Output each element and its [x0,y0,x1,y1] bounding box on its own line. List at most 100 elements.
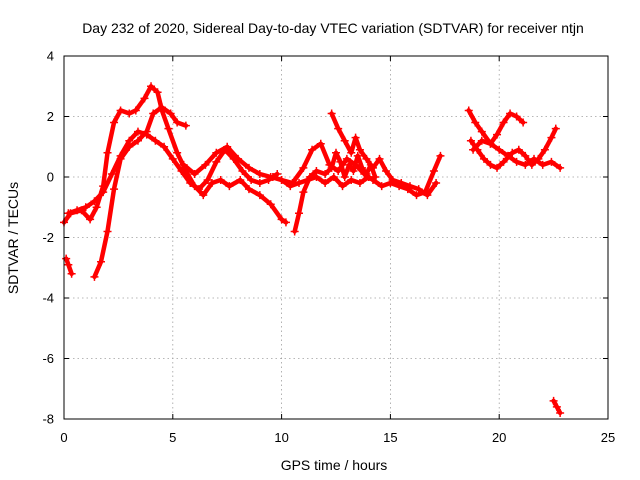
data-point-marker [244,163,253,172]
data-point-marker [90,272,99,281]
data-point-marker [86,215,95,224]
data-point-marker [203,176,212,185]
data-point-marker [514,145,523,154]
y-tick-label: -2 [42,230,54,245]
data-point-marker [308,145,317,154]
data-point-marker [295,179,304,188]
series-track-g [270,174,371,189]
data-point-marker [149,109,158,118]
data-point-marker [556,163,565,172]
data-point-marker [521,151,530,160]
data-point-marker [116,106,125,115]
data-point-marker [479,154,488,163]
data-point-marker [286,182,295,191]
data-point-marker [349,166,358,175]
data-point-marker [244,185,253,194]
data-point-marker [186,179,195,188]
data-point-marker [157,103,166,112]
data-point-marker [499,157,508,166]
x-axis-title: GPS time / hours [281,457,388,473]
data-point-marker [552,402,561,411]
data-point-marker [327,163,336,172]
data-point-marker [168,154,177,163]
data-point-marker [133,127,142,136]
data-point-marker [414,185,423,194]
data-point-marker [547,133,556,142]
x-tick-label: 25 [601,430,615,445]
data-point-marker [110,185,119,194]
data-point-marker [405,182,414,191]
data-point-marker [277,215,286,224]
x-tick-label: 5 [169,430,176,445]
data-point-marker [556,408,565,417]
data-point-marker [103,227,112,236]
data-point-marker [299,188,308,197]
data-point-marker [429,166,438,175]
data-point-marker [368,163,377,172]
data-point-marker [179,160,188,169]
data-point-marker [345,160,354,169]
y-tick-label: 0 [47,170,54,185]
data-point-marker [334,124,343,133]
data-point-marker [177,166,186,175]
data-point-marker [506,109,515,118]
data-point-marker [92,203,101,212]
data-point-marker [316,139,325,148]
data-point-marker [486,160,495,169]
data-point-marker [236,176,245,185]
y-tick-label: 4 [47,49,54,64]
ticks: 0 5 10 15 20 25 -8 -6 -4 -2 0 2 4 [42,49,615,446]
x-tick-label: 20 [492,430,506,445]
data-point-marker [166,109,175,118]
data-point-marker [477,127,486,136]
data-point-marker [110,118,119,127]
data-point-marker [362,154,371,163]
series-track-f [329,111,439,198]
data-point-marker [538,160,547,169]
data-point-marker [493,163,502,172]
data-point-marker [432,179,441,188]
x-tick-label: 15 [383,430,397,445]
data-point-marker [255,179,264,188]
data-point-marker [90,197,99,206]
data-point-marker [353,151,362,160]
data-point-marker [234,154,243,163]
series-track-h [466,108,526,146]
data-point-marker [312,173,321,181]
data-point-marker [173,118,182,127]
data-point-marker [133,136,142,145]
data-point-marker [173,148,182,157]
data-point-marker [466,136,475,145]
data-point-marker [464,106,473,115]
data-point-marker [212,157,221,166]
y-axis-title: SDTVAR / TECUs [5,182,21,294]
data-point-marker [347,176,356,185]
y-tick-label: -4 [42,291,54,306]
data-point-marker [530,154,539,163]
data-point-marker [521,160,530,169]
data-point-marker [364,173,373,181]
data-point-marker [436,151,445,160]
data-point-marker [519,118,528,127]
data-point-marker [340,173,349,181]
data-point-marker [142,130,151,139]
data-point-marker [512,112,521,121]
data-point-marker [212,148,221,157]
data-point-marker [477,136,486,145]
data-point-marker [247,176,256,185]
data-point-marker [503,151,512,160]
y-tick-label: 2 [47,109,54,124]
data-point-marker [225,182,234,191]
data-point-marker [355,145,364,154]
data-point-marker [199,191,208,200]
data-point-marker [73,206,82,215]
data-point-marker [351,133,360,142]
data-point-marker [125,136,134,145]
data-point-marker [499,118,508,127]
data-point-marker [268,173,277,181]
data-point-marker [486,139,495,148]
data-point-marker [194,185,203,194]
data-point-marker [355,179,364,188]
data-point-marker [181,121,190,130]
